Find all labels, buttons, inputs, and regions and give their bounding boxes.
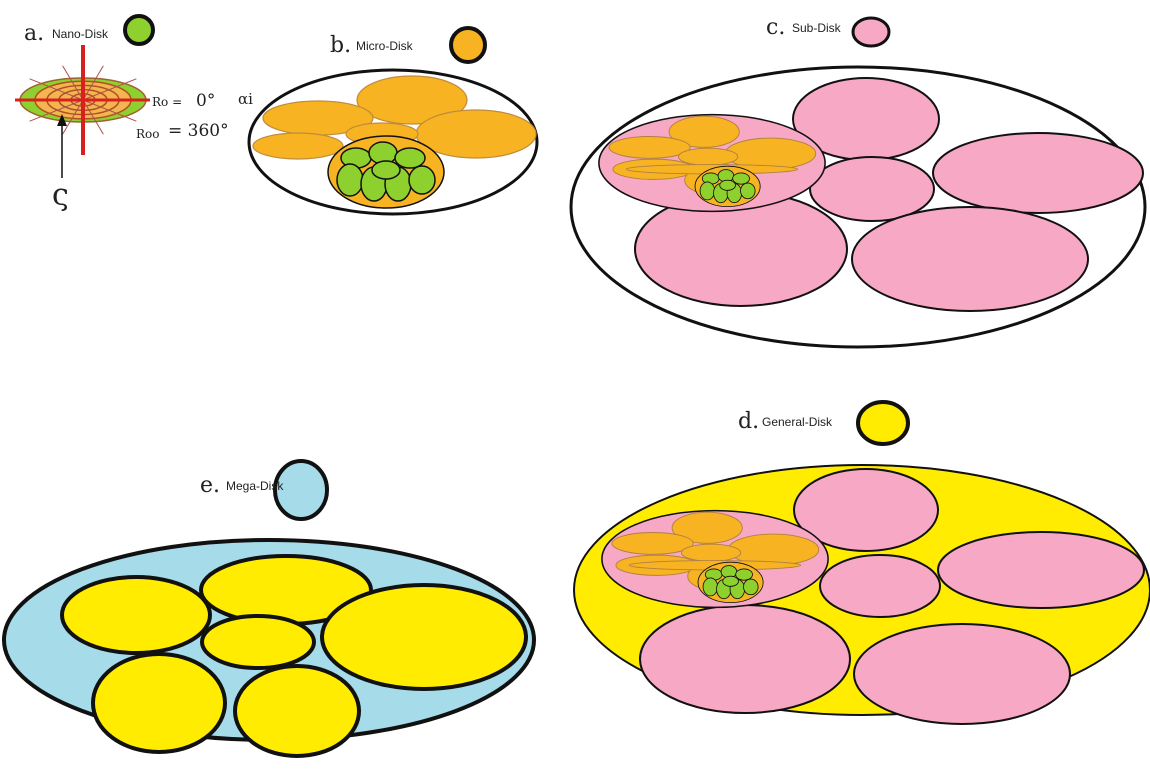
arrow-head xyxy=(57,114,67,126)
general-element xyxy=(320,583,528,691)
radial-line xyxy=(29,78,84,101)
nano-cluster xyxy=(327,135,445,209)
micro-element xyxy=(611,532,694,555)
nano-cluster xyxy=(697,561,764,604)
nano-element xyxy=(394,147,426,169)
nano-element xyxy=(743,578,759,596)
micro-disk-name: Micro-Disk xyxy=(356,39,414,53)
sub-disk-name: Sub-Disk xyxy=(792,21,842,35)
sub-element xyxy=(851,206,1089,312)
nano-disk-figure xyxy=(15,45,150,178)
general-disk-icon xyxy=(856,400,910,446)
radial-line xyxy=(82,99,104,135)
micro-element xyxy=(252,132,344,160)
nano-annotations: Ro = 0° αi Roo = 360° ς xyxy=(52,90,253,213)
sub-element xyxy=(853,623,1071,725)
micro-disk-letter: b. xyxy=(330,33,351,58)
ro-value: 0° xyxy=(196,91,215,111)
radial-line xyxy=(82,65,104,101)
mega-disk-icon xyxy=(273,459,329,521)
sub-element xyxy=(793,468,939,552)
micro-disk-icon xyxy=(449,26,487,64)
general-element xyxy=(200,614,316,670)
nano-element xyxy=(732,172,750,185)
nano-cluster xyxy=(694,165,761,208)
radial-line xyxy=(62,99,84,135)
zeta-label: ς xyxy=(52,178,69,213)
micro-element xyxy=(668,115,740,148)
sub-element xyxy=(932,132,1144,214)
roo-value: = 360° xyxy=(168,121,229,141)
micro-element xyxy=(680,543,742,562)
ro-label: Ro = xyxy=(152,95,182,109)
nano-disk-icon xyxy=(123,14,155,46)
micro-element xyxy=(671,511,743,544)
nano-element xyxy=(699,181,716,201)
micro-element xyxy=(356,75,468,125)
radial-line xyxy=(29,99,84,122)
general-element xyxy=(91,652,227,754)
diagram-shapes xyxy=(2,14,1150,758)
nano-disk-letter: a. xyxy=(24,21,44,46)
nano-disk-label: a. Nano-Disk xyxy=(24,21,109,46)
alpha-label: αi xyxy=(238,90,253,108)
radial-line xyxy=(62,65,84,101)
micro-disk-figure xyxy=(247,68,539,216)
sub-disk-letter: c. xyxy=(766,15,785,40)
radial-line xyxy=(82,99,137,122)
general-disk-label: d. General-Disk xyxy=(738,409,833,434)
nano-element xyxy=(719,179,736,191)
sub-element xyxy=(639,604,851,714)
sub-disk-figure xyxy=(569,65,1147,349)
sub-element xyxy=(937,531,1145,609)
micro-element xyxy=(677,147,739,166)
mega-disk-label: e. Mega-Disk xyxy=(200,473,284,498)
nano-element xyxy=(722,575,739,587)
sub-disk-label: c. Sub-Disk xyxy=(766,15,842,40)
nano-element xyxy=(408,165,436,195)
sub-element xyxy=(819,554,941,618)
general-element xyxy=(60,575,212,655)
nano-element xyxy=(371,160,401,180)
micro-cluster xyxy=(601,509,829,609)
mega-disk-letter: e. xyxy=(200,473,220,498)
roo-label: Roo xyxy=(136,127,159,141)
sub-element xyxy=(809,156,935,222)
general-element xyxy=(233,664,361,758)
nano-disk-name: Nano-Disk xyxy=(52,27,109,41)
mega-disk-name: Mega-Disk xyxy=(226,479,284,493)
micro-element xyxy=(608,136,691,159)
nano-element xyxy=(735,568,753,581)
micro-cluster xyxy=(598,113,826,213)
nano-element xyxy=(740,182,756,200)
nano-element xyxy=(702,577,719,597)
sub-disk-icon xyxy=(851,16,891,48)
general-disk-figure xyxy=(573,464,1150,725)
general-disk-name: General-Disk xyxy=(762,415,833,429)
micro-disk-label: b. Micro-Disk xyxy=(330,33,414,58)
general-disk-letter: d. xyxy=(738,409,759,434)
mega-disk-figure xyxy=(2,538,536,758)
nano-element xyxy=(336,163,364,197)
radial-line xyxy=(82,78,137,101)
